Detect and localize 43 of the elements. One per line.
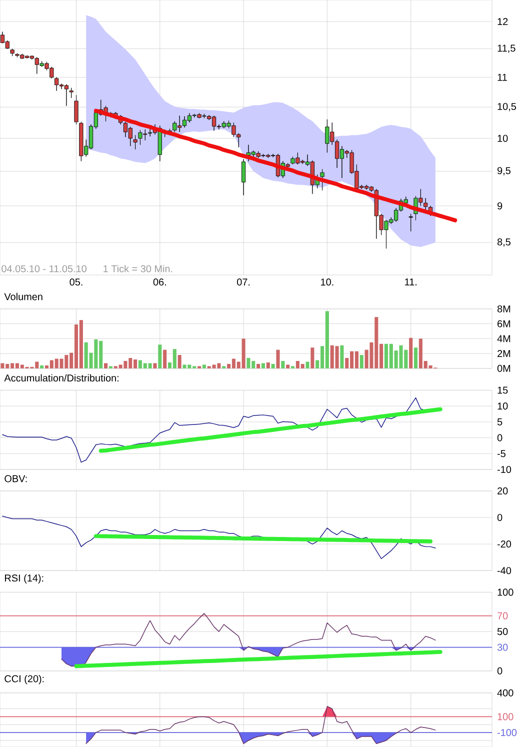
y-tick-label: 11: [498, 74, 507, 81]
y-tick-label: -100: [497, 729, 517, 736]
x-tick-label: 06.: [153, 278, 166, 286]
x-tick-label: 05.: [70, 278, 82, 286]
annotation: 1 Tick = 30 Min.: [104, 264, 172, 272]
y-tick-label: 15: [498, 386, 508, 394]
y-tick-label: 4M: [497, 335, 510, 342]
y-tick-label: 100: [498, 713, 514, 720]
y-tick-label: 2M: [498, 350, 510, 357]
y-tick-label: 50: [497, 628, 508, 636]
chart-title: OBV:: [4, 475, 27, 482]
y-tick-label: 8,5: [497, 238, 510, 247]
y-tick-label: 10,5: [498, 102, 516, 112]
chart-title: Accumulation/Distribution:: [4, 374, 118, 382]
y-tick-label: 0M: [497, 364, 510, 372]
y-tick-label: 400: [497, 689, 514, 696]
y-tick-label: 9: [498, 202, 502, 210]
y-tick-label: -40: [497, 567, 512, 574]
x-tick-label: 07.: [237, 278, 250, 286]
annotation: 04.05.10 - 11.05.10: [2, 265, 86, 272]
y-tick-label: 20: [498, 487, 508, 494]
y-tick-label: 0: [497, 667, 502, 674]
y-tick-label: 9,5: [498, 167, 510, 176]
y-tick-label: 30: [497, 644, 508, 651]
x-tick-label: 11.: [405, 278, 416, 286]
y-tick-label: -10: [497, 466, 512, 474]
y-tick-label: 11,5: [498, 44, 516, 53]
y-tick-label: 8M: [497, 305, 510, 312]
y-tick-label: -20: [497, 540, 512, 548]
y-tick-label: 10: [498, 402, 508, 410]
x-tick-label: 10.: [321, 278, 334, 286]
chart-title: Volumen: [4, 292, 42, 300]
y-tick-label: 0: [497, 514, 502, 521]
y-tick-label: 70: [498, 612, 508, 620]
y-tick-label: 6M: [498, 320, 510, 328]
y-tick-label: 100: [498, 588, 514, 596]
y-tick-label: 10: [498, 134, 508, 142]
y-tick-label: 0: [497, 434, 502, 442]
y-tick-label: 12: [498, 18, 508, 25]
y-tick-label: 5: [497, 418, 502, 426]
y-tick-label: -5: [497, 450, 506, 458]
chart-title: CCI (20):: [4, 674, 44, 684]
chart-title: RSI (14):: [5, 574, 44, 584]
